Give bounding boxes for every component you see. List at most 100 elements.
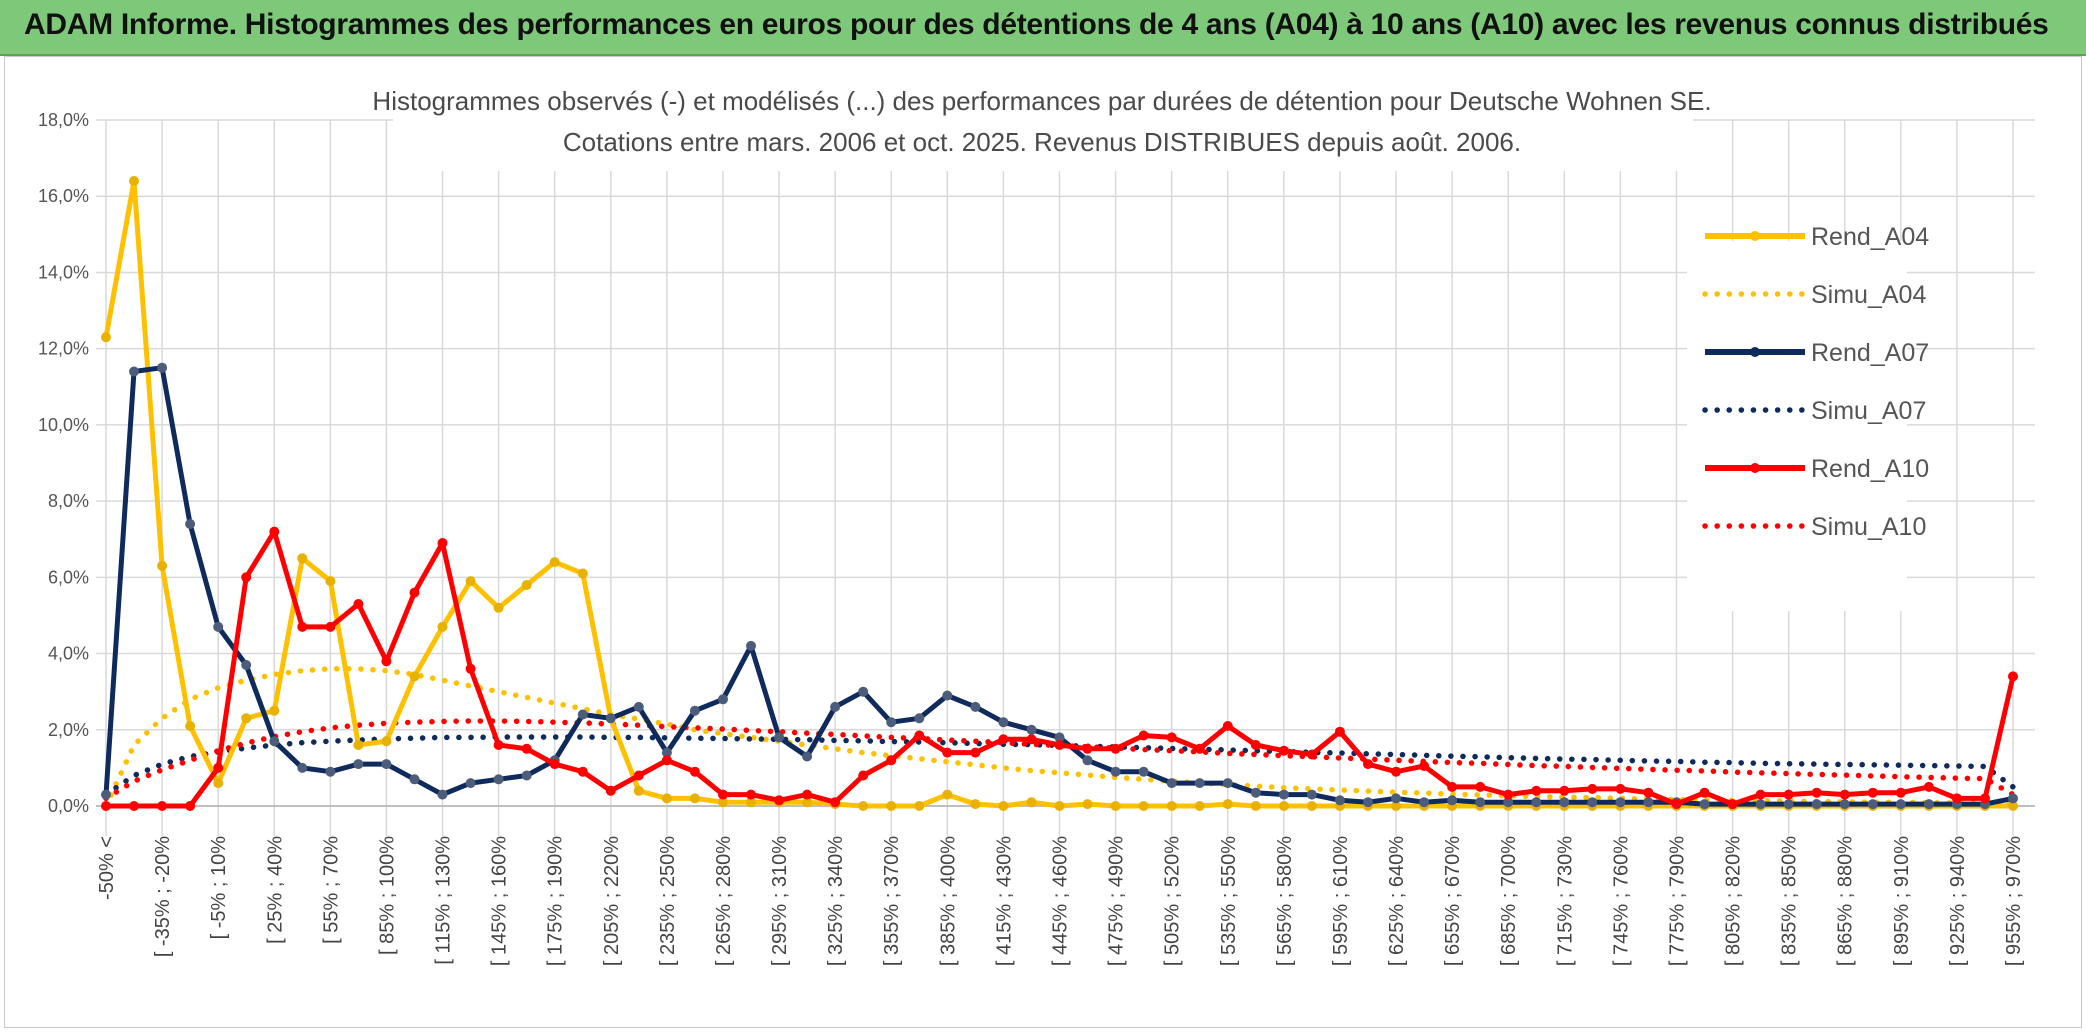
grid-lines [96, 119, 2035, 836]
header-banner: ADAM Informe. Histogrammes des performan… [0, 0, 2086, 56]
data-point [1026, 734, 1037, 745]
x-tick-label: [ 145% ; 160% [489, 836, 511, 966]
data-point [1615, 797, 1626, 808]
data-point [858, 686, 869, 697]
y-tick-label: 18,0% [38, 110, 89, 130]
x-tick-label: [ 565% ; 580% [1274, 836, 1296, 966]
x-tick-label: [ 85% ; 100% [376, 836, 398, 955]
data-point [1166, 778, 1177, 789]
data-point [1278, 789, 1289, 800]
data-point [101, 332, 111, 343]
data-point [409, 774, 420, 785]
data-point [1783, 799, 1794, 810]
report-title: ADAM Informe. Histogrammes des performan… [24, 8, 2049, 41]
data-point [1306, 749, 1317, 760]
data-point [297, 553, 308, 564]
data-point [633, 770, 644, 781]
data-point [1363, 759, 1373, 770]
data-point [521, 743, 532, 754]
x-tick-label: [ 805% ; 820% [1723, 836, 1745, 966]
data-point [1447, 781, 1458, 792]
data-point [1951, 793, 1962, 804]
x-tick-label: [ 295% ; 310% [769, 836, 791, 966]
data-point [1222, 778, 1233, 789]
x-tick-label: [ 595% ; 610% [1330, 836, 1352, 966]
data-point [1138, 730, 1149, 741]
data-point [409, 671, 420, 682]
chart-title: Histogrammes observés (-) et modélisés (… [372, 86, 1711, 116]
y-axis: 0,0% 2,0% 4,0% 6,0% 8,0% 10,0% 12,0% 14,0% 16,0%… [38, 110, 89, 816]
data-point [2008, 671, 2018, 682]
x-tick-label: [ 955% ; 970% [2003, 836, 2025, 966]
data-point [1026, 797, 1037, 808]
data-point [1222, 721, 1233, 731]
data-point [437, 789, 448, 800]
x-tick-label: [ 325% ; 340% [825, 836, 847, 966]
data-point [493, 740, 504, 750]
x-tick-label: [ 775% ; 790% [1666, 836, 1688, 966]
chart-frame: 0,0% 2,0% 4,0% 6,0% 8,0% 10,0% 12,0% 14,0% 16,0%… [4, 56, 2082, 1028]
legend-marker [1750, 231, 1760, 241]
data-point [1895, 799, 1906, 810]
x-tick-label: [ 625% ; 640% [1386, 836, 1408, 966]
x-tick-label: [ 205% ; 220% [601, 836, 623, 966]
data-point [381, 759, 392, 770]
data-point [1783, 789, 1794, 800]
data-point [185, 801, 196, 811]
data-point [1306, 789, 1317, 800]
legend-label: Rend_A04 [1811, 223, 1929, 251]
data-point [381, 656, 392, 667]
data-point [437, 538, 448, 548]
data-point [1082, 799, 1093, 810]
data-point [1895, 787, 1906, 798]
data-point [1755, 799, 1766, 810]
data-point [1391, 801, 1401, 811]
data-point [101, 789, 111, 800]
data-point [1811, 787, 1822, 798]
data-point [1250, 740, 1261, 750]
legend-label: Rend_A07 [1811, 339, 1929, 367]
data-point [1839, 789, 1850, 800]
data-point [1419, 797, 1430, 808]
data-point [1867, 799, 1878, 810]
y-tick-label: 6,0% [48, 567, 89, 587]
data-point [409, 587, 420, 598]
data-point [493, 602, 504, 613]
x-tick-label: [ 655% ; 670% [1442, 836, 1464, 966]
data-point [689, 766, 700, 777]
x-tick-label: [ 385% ; 400% [937, 836, 959, 966]
x-tick-label: [ 55% ; 70% [320, 836, 342, 944]
legend: Rend_A04 Simu_A04 Rend_A07 Simu_A07 Rend_A10… [1702, 223, 1929, 541]
legend-marker [1750, 463, 1760, 473]
data-point [1138, 801, 1149, 811]
data-point [633, 701, 644, 712]
data-point [1110, 801, 1121, 811]
data-point [1643, 797, 1654, 808]
data-point [1054, 732, 1065, 743]
data-point [157, 801, 168, 811]
x-tick-label: [ 25% ; 40% [264, 836, 286, 944]
data-point [185, 519, 196, 529]
data-point [465, 778, 476, 789]
data-point [1643, 787, 1654, 798]
data-point [1222, 799, 1233, 810]
data-point [465, 663, 476, 674]
data-point [1867, 787, 1878, 798]
data-point [1839, 799, 1850, 810]
data-point [914, 801, 925, 811]
y-tick-label: 14,0% [38, 262, 89, 282]
data-point [858, 801, 869, 811]
data-point [1559, 785, 1570, 796]
data-point [213, 621, 224, 632]
data-point [1447, 795, 1458, 806]
data-point [1391, 793, 1401, 804]
data-point [802, 751, 813, 762]
series-group [101, 176, 2018, 811]
data-point [1250, 801, 1261, 811]
data-point [1587, 783, 1598, 794]
legend-label: Rend_A10 [1811, 455, 1929, 483]
data-point [886, 801, 897, 811]
data-point [1334, 726, 1345, 737]
data-point [353, 740, 364, 750]
data-point [1278, 801, 1289, 811]
